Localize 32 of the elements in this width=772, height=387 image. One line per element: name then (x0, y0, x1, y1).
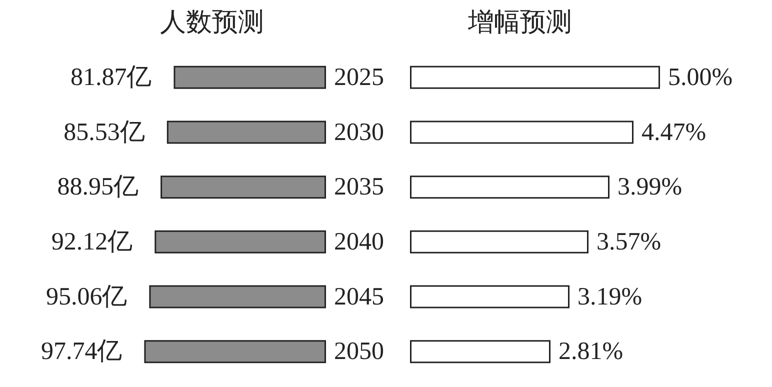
data-label: 81.87亿 (70, 64, 152, 91)
bar (166, 120, 326, 144)
data-label: 85.53亿 (64, 118, 145, 146)
chart-title: 人数预测 (160, 8, 264, 36)
bar (154, 230, 326, 254)
y-tick-label: 2050 (334, 338, 384, 366)
bar (410, 66, 660, 89)
y-tick-label: 2030 (334, 118, 384, 146)
data-label: 88.95亿 (57, 174, 139, 201)
data-label: 92.12亿 (51, 228, 133, 256)
bar (149, 285, 326, 308)
bar (144, 340, 326, 364)
bar (160, 176, 326, 199)
data-label: 2.81% (558, 338, 624, 366)
data-label: 3.19% (578, 283, 642, 310)
y-tick-label: 2025 (334, 64, 384, 91)
data-label: 4.47% (642, 118, 706, 146)
bar (174, 66, 326, 89)
bar (410, 230, 588, 254)
data-label: 97.74亿 (40, 338, 122, 366)
bar (410, 120, 634, 144)
y-tick-label: 2045 (334, 283, 384, 310)
data-label: 3.57% (596, 228, 662, 256)
chart-title: 增幅预测 (467, 8, 572, 36)
bar (410, 176, 610, 199)
bar (410, 285, 570, 308)
y-tick-label: 2040 (334, 228, 384, 256)
data-label: 5.00% (668, 64, 733, 91)
y-tick-label: 2035 (334, 174, 384, 201)
data-label: 3.99% (618, 174, 682, 201)
bar (410, 340, 550, 364)
data-label: 95.06亿 (46, 283, 128, 310)
